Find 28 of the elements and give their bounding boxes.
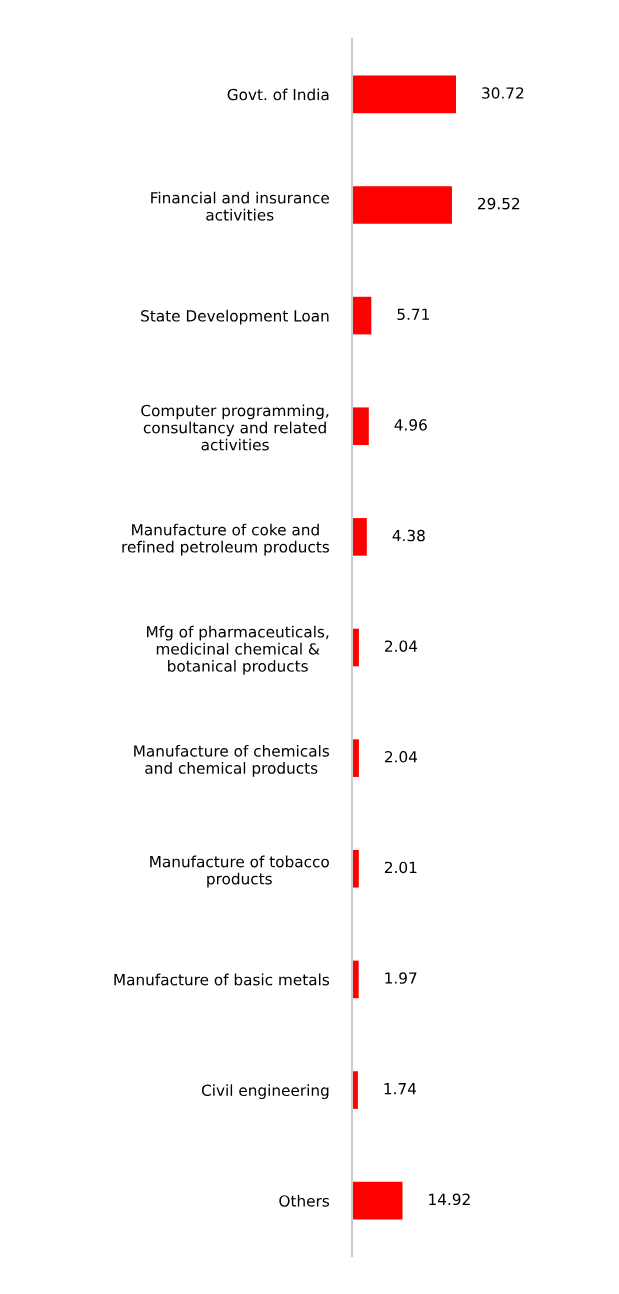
data-label: 5.71 (397, 308, 429, 321)
y-tick-label: Govt. of India (227, 88, 329, 101)
data-label: 2.01 (384, 861, 417, 874)
y-tick-label: Computer programming, consultancy and related activities (141, 404, 329, 451)
data-label: 1.97 (385, 972, 417, 984)
bar (352, 296, 372, 335)
bar (352, 75, 456, 114)
data-label: 14.92 (429, 1193, 470, 1206)
bar (352, 1181, 403, 1220)
bar (352, 407, 369, 446)
y-tick-label: Mfg of pharmaceuticals, medicinal chemical & botanical products (147, 625, 329, 675)
y-tick-label: Manufacture of coke and refined petroleum products (122, 523, 330, 556)
data-label: 1.74 (384, 1083, 417, 1095)
y-tick-label: Financial and insurance activities (151, 191, 329, 221)
data-label: 2.04 (385, 751, 418, 763)
bar (352, 186, 452, 224)
y-tick-label: Civil engineering (201, 1084, 329, 1100)
data-label: 4.96 (394, 419, 427, 431)
bar (352, 518, 367, 556)
data-label: 2.04 (385, 640, 418, 652)
data-label: 4.38 (392, 529, 425, 542)
data-label: 30.72 (482, 87, 524, 99)
y-tick-label: Others (279, 1194, 330, 1207)
y-tick-label: Manufacture of tobacco products (150, 855, 329, 888)
y-tick-label: Manufacture of chemicals and chemical products (134, 744, 330, 777)
y-tick-label: Manufacture of basic metals (114, 973, 330, 986)
data-label: 29.52 (478, 197, 520, 210)
y-tick-label: State Development Loan (141, 309, 329, 325)
